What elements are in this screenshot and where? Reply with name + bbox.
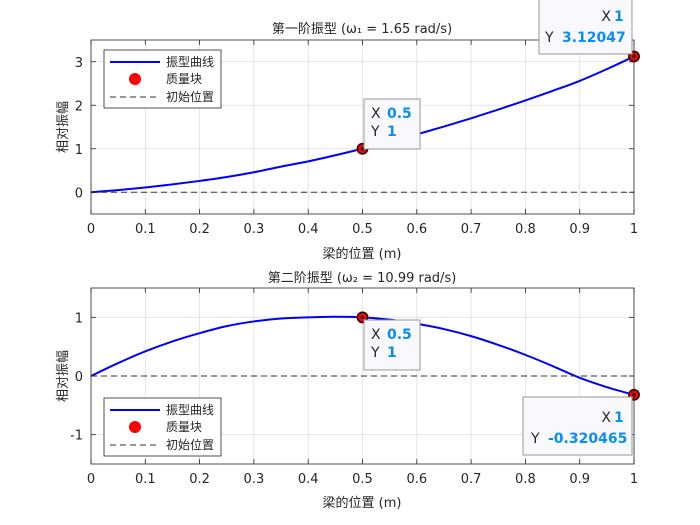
x-tick-label: 0.3 bbox=[244, 222, 265, 237]
x-tick-label: 1 bbox=[630, 222, 638, 237]
legend-label-mass: 质量块 bbox=[166, 420, 202, 434]
legend-mode-1: 振型曲线 质量块 初始位置 bbox=[103, 49, 222, 109]
ticks-mode-1: 0 0.1 0.2 0.3 0.4 0.5 0.6 0.7 0.8 0.9 1 0 1 2 3 bbox=[75, 40, 638, 237]
xlabel-mode-2: 梁的位置 (m) bbox=[323, 495, 402, 511]
y-tick-label: 1 bbox=[75, 311, 83, 326]
datatip-x-label: X bbox=[601, 410, 611, 426]
legend-label-initial: 初始位置 bbox=[166, 437, 214, 452]
x-tick-label: 0.7 bbox=[461, 222, 482, 237]
x-tick-label: 0.7 bbox=[461, 472, 482, 487]
ticks-mode-2: 0 0.1 0.2 0.3 0.4 0.5 0.6 0.7 0.8 0.9 1 -1 0 1 bbox=[70, 288, 638, 487]
y-tick-label: 3 bbox=[75, 56, 83, 71]
datatip-x-label: X bbox=[371, 106, 381, 122]
ylabel-mode-1: 相对振幅 bbox=[56, 101, 71, 153]
legend-swatch-mass bbox=[129, 73, 141, 85]
datatip-y-value: -0.320465 bbox=[548, 431, 627, 447]
datatip-mode-2-mid[interactable]: X 0.5 Y 1 bbox=[363, 319, 421, 371]
datatip-mode-1-end[interactable]: X 1 Y 3.12047 bbox=[538, 0, 633, 55]
y-tick-label: 0 bbox=[75, 186, 83, 201]
y-tick-label: 1 bbox=[75, 143, 83, 158]
x-tick-label: 0.2 bbox=[189, 222, 210, 237]
datatip-box bbox=[363, 319, 421, 371]
x-tick-label: 0.5 bbox=[352, 222, 373, 237]
datatip-y-label: Y bbox=[370, 124, 380, 140]
xlabel-mode-1: 梁的位置 (m) bbox=[323, 246, 402, 262]
legend-mode-2: 振型曲线 质量块 初始位置 bbox=[103, 397, 222, 457]
x-tick-label: 0.9 bbox=[569, 472, 590, 487]
datatip-marker-dot bbox=[360, 315, 365, 319]
y-tick-label: 0 bbox=[75, 370, 83, 385]
datatip-x-label: X bbox=[601, 9, 611, 25]
datatip-x-value: 0.5 bbox=[387, 327, 412, 343]
x-tick-label: 0.4 bbox=[298, 222, 319, 237]
legend-label-mass: 质量块 bbox=[166, 72, 202, 86]
y-tick-label: 2 bbox=[75, 99, 83, 114]
x-tick-label: 0.8 bbox=[515, 472, 536, 487]
x-tick-label: 0.8 bbox=[515, 222, 536, 237]
x-tick-label: 1 bbox=[630, 472, 638, 487]
datatip-mode-2-end[interactable]: X 1 Y -0.320465 bbox=[522, 396, 633, 456]
datatip-marker-ring bbox=[356, 311, 369, 324]
x-tick-label: 0.1 bbox=[135, 222, 156, 237]
datatip-x-value: 1 bbox=[614, 410, 624, 426]
legend-box-mode-2 bbox=[103, 397, 222, 457]
title-mode-2: 第二阶振型 (ω₂ = 10.99 rad/s) bbox=[268, 271, 457, 286]
datatip-box bbox=[363, 98, 421, 150]
x-tick-label: 0 bbox=[87, 222, 95, 237]
subplot-mode-1: 第一阶振型 (ω₁ = 1.65 rad/s) 0 0.1 0.2 0.3 0.4 0.5… bbox=[56, 0, 640, 262]
x-tick-label: 0.1 bbox=[135, 472, 156, 487]
y-tick-label: -1 bbox=[70, 429, 83, 444]
datatip-y-value: 1 bbox=[387, 124, 397, 140]
datatip-y-value: 3.12047 bbox=[562, 30, 626, 46]
datatip-x-value: 0.5 bbox=[387, 106, 412, 122]
datatip-y-value: 1 bbox=[387, 345, 397, 361]
legend-label-curve: 振型曲线 bbox=[166, 403, 214, 417]
legend-box-mode-1 bbox=[103, 49, 222, 109]
title-mode-1: 第一阶振型 (ω₁ = 1.65 rad/s) bbox=[272, 22, 452, 37]
x-tick-label: 0.2 bbox=[189, 472, 210, 487]
datatip-y-label: Y bbox=[370, 345, 380, 361]
subplot-mode-2: 第二阶振型 (ω₂ = 10.99 rad/s) 0 0.1 0.2 0.3 0.4 0.… bbox=[56, 271, 640, 511]
datatip-box bbox=[538, 0, 633, 55]
datatip-y-label: Y bbox=[544, 30, 554, 46]
legend-label-initial: 初始位置 bbox=[166, 89, 214, 104]
datatip-box bbox=[522, 396, 633, 456]
datatip-mode-1-mid[interactable]: X 0.5 Y 1 bbox=[363, 98, 421, 150]
x-tick-label: 0.5 bbox=[352, 472, 373, 487]
x-tick-label: 0.4 bbox=[298, 472, 319, 487]
x-tick-label: 0.6 bbox=[406, 472, 427, 487]
x-tick-label: 0.9 bbox=[569, 222, 590, 237]
x-tick-label: 0.6 bbox=[406, 222, 427, 237]
ylabel-mode-2: 相对振幅 bbox=[56, 350, 71, 402]
x-tick-label: 0.3 bbox=[244, 472, 265, 487]
datatip-y-label: Y bbox=[530, 431, 540, 447]
datatip-x-label: X bbox=[371, 327, 381, 343]
legend-label-curve: 振型曲线 bbox=[166, 55, 214, 69]
datatip-x-value: 1 bbox=[614, 9, 624, 25]
x-tick-label: 0 bbox=[87, 472, 95, 487]
legend-swatch-mass bbox=[129, 421, 141, 433]
datatip-marker-dot bbox=[360, 147, 365, 151]
